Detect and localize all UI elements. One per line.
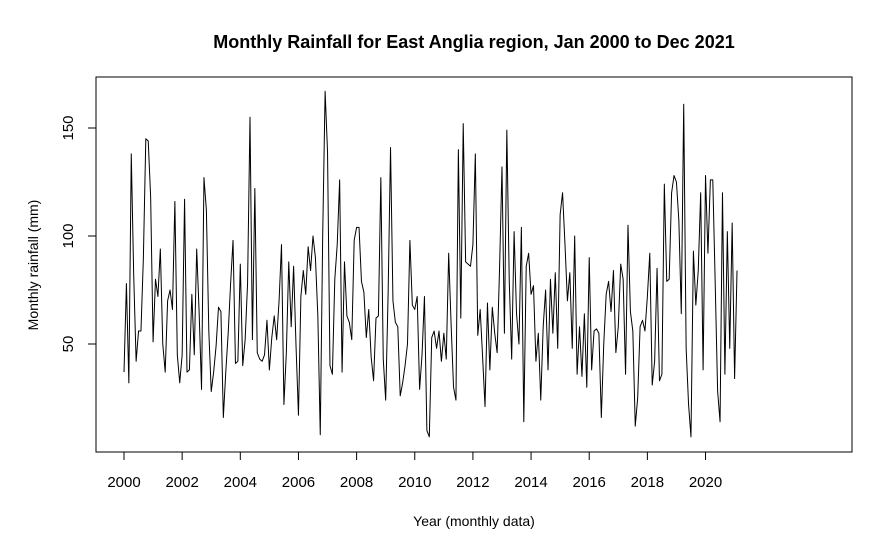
x-tick-label: 2004 [224,474,257,491]
x-tick-label: 2010 [398,474,431,491]
x-tick-label: 2012 [456,474,489,491]
x-tick-label: 2016 [573,474,606,491]
x-tick-label: 2000 [107,474,140,491]
x-axis: 2000 2002 2004 2006 2008 2010 2012 2014 2016 2018… [107,451,722,491]
x-tick-label: 2020 [689,474,722,491]
y-axis: 50 100 150 [60,115,97,353]
y-axis-label: Monthly rainfall (mm) [25,200,41,331]
chart-title: Monthly Rainfall for East Anglia region,… [213,32,734,52]
x-tick-label: 2002 [165,474,198,491]
plot-area-frame [95,76,853,453]
x-tick-label: 2006 [282,474,315,491]
x-tick-label: 2018 [631,474,664,491]
y-tick-label: 100 [60,223,77,248]
x-tick-label: 2008 [340,474,373,491]
y-tick-label: 50 [60,336,77,353]
y-tick-label: 150 [60,115,77,140]
series-line [123,90,738,438]
x-axis-label: Year (monthly data) [413,513,535,529]
x-tick-label: 2014 [514,474,547,491]
